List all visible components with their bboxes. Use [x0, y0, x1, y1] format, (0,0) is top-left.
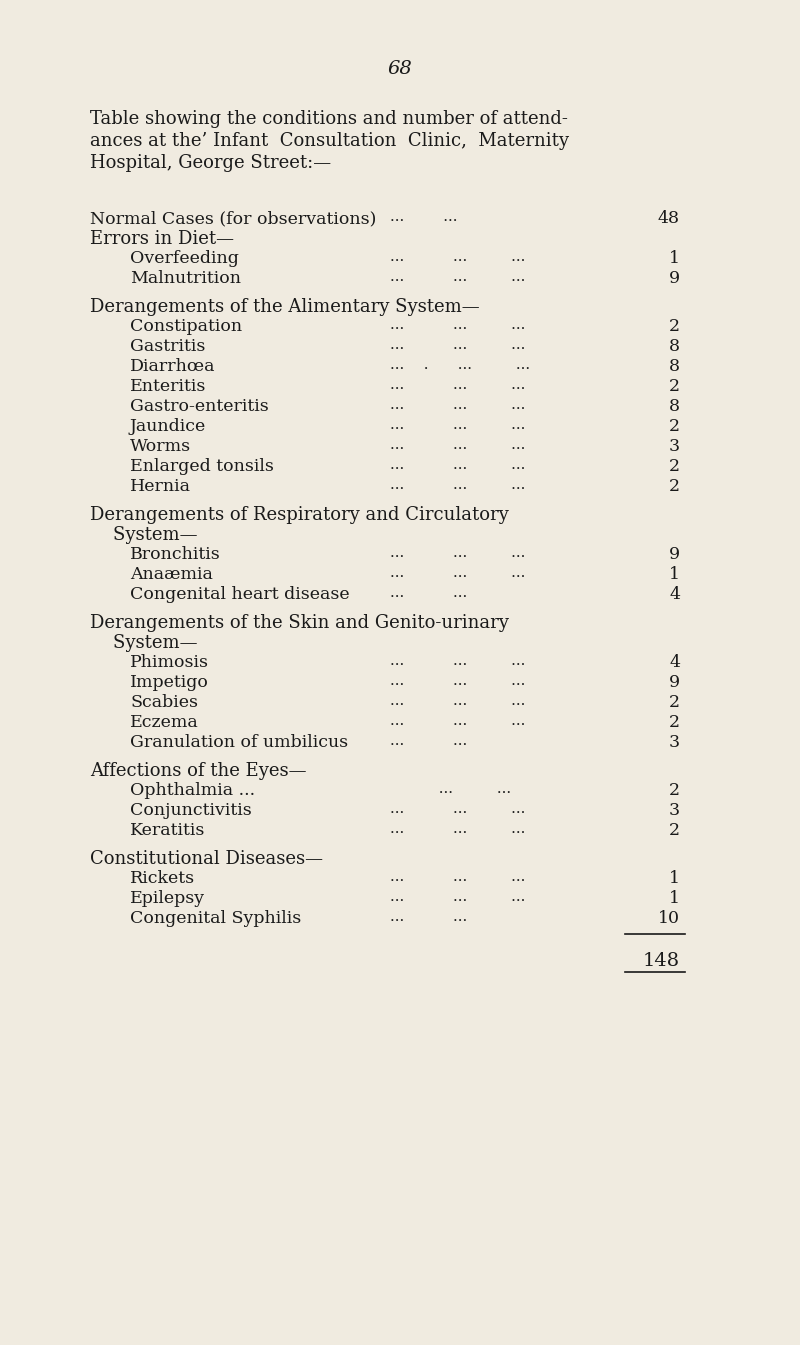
Text: Scabies: Scabies [130, 694, 198, 712]
Text: ...          ...         ...: ... ... ... [390, 802, 526, 816]
Text: Derangements of Respiratory and Circulatory: Derangements of Respiratory and Circulat… [90, 506, 509, 525]
Text: 1: 1 [669, 250, 680, 268]
Text: Anaæmia: Anaæmia [130, 566, 213, 582]
Text: Constipation: Constipation [130, 317, 242, 335]
Text: Granulation of umbilicus: Granulation of umbilicus [130, 734, 348, 751]
Text: ...          ...         ...: ... ... ... [390, 674, 526, 689]
Text: ...          ...         ...: ... ... ... [390, 714, 526, 728]
Text: Gastro-enteritis: Gastro-enteritis [130, 398, 269, 416]
Text: Keratitis: Keratitis [130, 822, 206, 839]
Text: ...          ...         ...: ... ... ... [390, 870, 526, 884]
Text: 9: 9 [669, 270, 680, 286]
Text: 3: 3 [669, 438, 680, 455]
Text: Normal Cases (for observations): Normal Cases (for observations) [90, 210, 376, 227]
Text: ...          ...         ...: ... ... ... [390, 418, 526, 432]
Text: ances at the’ Infant  Consultation  Clinic,  Maternity: ances at the’ Infant Consultation Clinic… [90, 132, 569, 151]
Text: Epilepsy: Epilepsy [130, 890, 205, 907]
Text: Gastritis: Gastritis [130, 338, 206, 355]
Text: ...          ...         ...: ... ... ... [390, 477, 526, 492]
Text: 8: 8 [669, 358, 680, 375]
Text: ...          ...: ... ... [390, 586, 467, 600]
Text: Conjunctivitis: Conjunctivitis [130, 802, 252, 819]
Text: ...          ...         ...: ... ... ... [390, 338, 526, 352]
Text: Constitutional Diseases—: Constitutional Diseases— [90, 850, 323, 868]
Text: 3: 3 [669, 734, 680, 751]
Text: 68: 68 [388, 61, 412, 78]
Text: Derangements of the Alimentary System—: Derangements of the Alimentary System— [90, 299, 480, 316]
Text: 48: 48 [658, 210, 680, 227]
Text: ...          ...         ...: ... ... ... [390, 378, 526, 391]
Text: Errors in Diet—: Errors in Diet— [90, 230, 234, 247]
Text: Impetigo: Impetigo [130, 674, 209, 691]
Text: 1: 1 [669, 890, 680, 907]
Text: Worms: Worms [130, 438, 191, 455]
Text: 2: 2 [669, 714, 680, 730]
Text: 1: 1 [669, 870, 680, 886]
Text: ...          ...         ...: ... ... ... [390, 694, 526, 707]
Text: ...          ...         ...: ... ... ... [390, 890, 526, 904]
Text: Phimosis: Phimosis [130, 654, 209, 671]
Text: ...          ...         ...: ... ... ... [390, 566, 526, 580]
Text: ...    .      ...         ...: ... . ... ... [390, 358, 530, 373]
Text: Congenital heart disease: Congenital heart disease [130, 586, 350, 603]
Text: 2: 2 [669, 378, 680, 395]
Text: Malnutrition: Malnutrition [130, 270, 241, 286]
Text: ...          ...         ...: ... ... ... [390, 317, 526, 332]
Text: Bronchitis: Bronchitis [130, 546, 221, 564]
Text: Hospital, George Street:—: Hospital, George Street:— [90, 153, 331, 172]
Text: Rickets: Rickets [130, 870, 195, 886]
Text: 2: 2 [669, 459, 680, 475]
Text: Enlarged tonsils: Enlarged tonsils [130, 459, 274, 475]
Text: Diarrhœa: Diarrhœa [130, 358, 215, 375]
Text: ...          ...         ...: ... ... ... [390, 822, 526, 837]
Text: ...          ...: ... ... [390, 911, 467, 924]
Text: Eczema: Eczema [130, 714, 198, 730]
Text: 9: 9 [669, 546, 680, 564]
Text: 2: 2 [669, 317, 680, 335]
Text: 2: 2 [669, 822, 680, 839]
Text: Jaundice: Jaundice [130, 418, 206, 434]
Text: Ophthalmia ...: Ophthalmia ... [130, 781, 255, 799]
Text: Hernia: Hernia [130, 477, 191, 495]
Text: 2: 2 [669, 418, 680, 434]
Text: ...          ...         ...: ... ... ... [390, 654, 526, 668]
Text: Overfeeding: Overfeeding [130, 250, 239, 268]
Text: Congenital Syphilis: Congenital Syphilis [130, 911, 302, 927]
Text: Table showing the conditions and number of attend-: Table showing the conditions and number … [90, 110, 568, 128]
Text: 2: 2 [669, 694, 680, 712]
Text: 4: 4 [669, 586, 680, 603]
Text: ...          ...: ... ... [390, 734, 467, 748]
Text: ...          ...         ...: ... ... ... [390, 438, 526, 452]
Text: 148: 148 [643, 952, 680, 970]
Text: ...          ...         ...: ... ... ... [390, 546, 526, 560]
Text: 8: 8 [669, 398, 680, 416]
Text: ...          ...         ...: ... ... ... [390, 398, 526, 412]
Text: 2: 2 [669, 781, 680, 799]
Text: 10: 10 [658, 911, 680, 927]
Text: ...         ...: ... ... [390, 781, 511, 796]
Text: 1: 1 [669, 566, 680, 582]
Text: ...          ...         ...: ... ... ... [390, 459, 526, 472]
Text: 4: 4 [669, 654, 680, 671]
Text: System—: System— [90, 633, 198, 652]
Text: ...          ...         ...: ... ... ... [390, 250, 526, 264]
Text: 9: 9 [669, 674, 680, 691]
Text: Enteritis: Enteritis [130, 378, 206, 395]
Text: Derangements of the Skin and Genito-urinary: Derangements of the Skin and Genito-urin… [90, 615, 509, 632]
Text: Affections of the Eyes—: Affections of the Eyes— [90, 763, 306, 780]
Text: System—: System— [90, 526, 198, 543]
Text: 2: 2 [669, 477, 680, 495]
Text: 8: 8 [669, 338, 680, 355]
Text: ...        ...: ... ... [390, 210, 458, 225]
Text: 3: 3 [669, 802, 680, 819]
Text: ...          ...         ...: ... ... ... [390, 270, 526, 284]
